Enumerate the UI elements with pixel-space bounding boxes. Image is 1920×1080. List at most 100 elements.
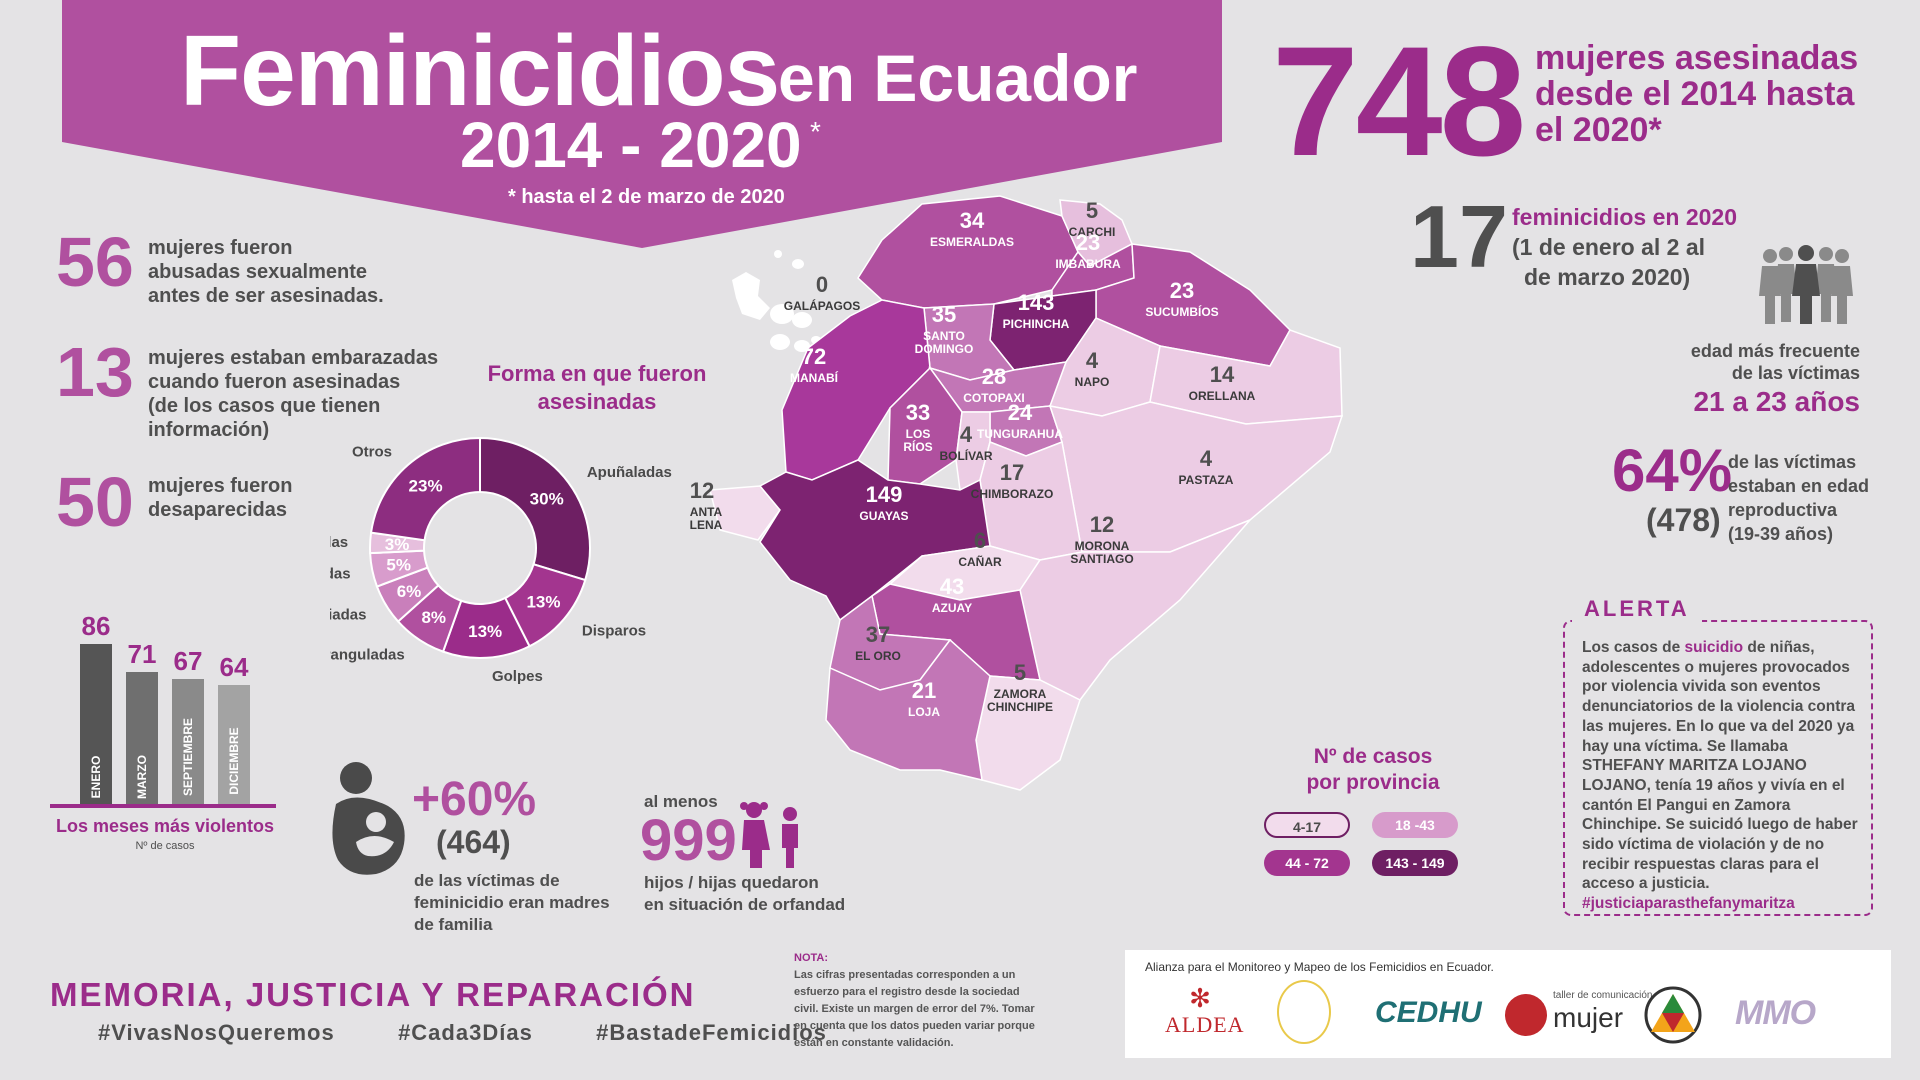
donut-slice-otros [369,436,481,542]
donut-category-label: Extranguladas [330,646,405,663]
mmo-logo: MMO [1735,994,1816,1032]
aldea-logo: ✻ ALDEA [1165,983,1245,1037]
svg-text:149: 149 [866,482,903,507]
bar-enero: ENERO [80,644,112,804]
svg-text:DOMINGO: DOMINGO [915,342,974,356]
alert-title: ALERTA [1572,596,1702,622]
svg-text:MANABÍ: MANABÍ [790,370,839,385]
province-label: 143 PICHINCHA [1003,290,1070,331]
stat-abused-number: 56 [56,223,134,301]
donut-pct-label: 8% [421,608,446,627]
donut-category-label: Ahorcadas [330,566,351,583]
svg-text:4: 4 [960,422,973,447]
total-victims-text: mujeres asesinadas desde el 2014 hasta e… [1535,39,1859,149]
svg-text:0: 0 [816,272,828,297]
svg-text:PASTAZA: PASTAZA [1179,473,1234,487]
svg-text:28: 28 [982,364,1006,389]
page-subtitle: en Ecuador [778,41,1138,115]
ecuador-map: 34ESMERALDAS5CARCHI23IMBABURA23SUCUMBÍOS… [690,195,1344,791]
stat-missing-text: mujeres fueron desaparecidas [148,475,293,521]
svg-text:BOLÍVAR: BOLÍVAR [939,448,992,463]
donut-category-label: Disparos [582,622,646,639]
hashtag: #VivasNosQueremos [98,1020,335,1045]
reproductive-count: (478) [1646,502,1721,538]
age-value: 21 a 23 años [1693,386,1860,417]
bar-septiembre: SEPTIEMBRE [172,679,204,804]
svg-text:143: 143 [1018,290,1055,315]
svg-text:17: 17 [1000,460,1024,485]
svg-text:GALÁPAGOS: GALÁPAGOS [784,298,860,313]
stat-pregnant-number: 13 [56,333,134,411]
women-group-icon [1759,245,1853,324]
donut-pct-label: 13% [468,622,502,641]
hashtag: #Cada3Días [398,1020,533,1045]
donut-slice-apuñaladas [479,436,591,582]
svg-text:CARCHI: CARCHI [1069,225,1116,239]
svg-text:LOS: LOS [906,427,931,441]
svg-text:EL ORO: EL ORO [855,649,901,663]
orphans-pre: al menos [644,792,718,811]
svg-text:GUAYAS: GUAYAS [859,509,908,523]
triangle-logo [1644,986,1702,1044]
province-label: 34 ESMERALDAS [930,208,1014,249]
svg-text:ELENA: ELENA [690,518,723,532]
svg-text:TUNGURAHUA: TUNGURAHUA [977,427,1063,441]
donut-category-label: Asfixiadas [330,606,366,623]
bar-chart-unit: Nº de casos [135,840,195,852]
donut-pct-label: 13% [526,592,560,611]
legend-range-3: 44 - 72 [1264,850,1350,876]
svg-text:AZUAY: AZUAY [932,601,972,615]
orphans-text: hijos / hijas quedaron en situación de or… [644,873,846,914]
province-label: 5 CARCHI [1069,198,1116,239]
province-label: 4 PASTAZA [1179,446,1234,487]
mothers-percent: +60% [412,773,537,826]
donut-title: Forma en que fueron asesinadas [487,361,707,414]
province-label: 43 AZUAY [932,574,972,615]
bar-category-label: SEPTIEMBRE [181,717,195,797]
svg-text:SUCUMBÍOS: SUCUMBÍOS [1145,304,1218,319]
svg-text:23: 23 [1170,278,1194,303]
province-label: 4 NAPO [1075,348,1110,389]
age-label: edad más frecuente de las víctimas [1690,341,1860,383]
svg-text:RÍOS: RÍOS [903,439,932,454]
months-bar-chart: ENERO 86 MARZO 71 SEPTIEMBRE 67 DICIEMBRE 64 [50,590,280,810]
svg-text:NAPO: NAPO [1075,375,1110,389]
province-loja [825,638,991,781]
province-label: 12 SANTAELENA [690,478,723,532]
svg-text:21: 21 [912,678,936,703]
svg-text:24: 24 [1008,400,1033,425]
bar-category-label: MARZO [135,755,149,799]
year-count-number: 17 [1410,187,1508,286]
province-santa-elena [709,485,781,541]
title-banner [62,0,1222,248]
svg-text:6: 6 [974,528,986,553]
svg-text:5: 5 [1014,660,1026,685]
legend-range-1: 4-17 [1264,812,1350,838]
province-label: 28 COTOPAXI [963,364,1025,405]
alert-highlight: suicidio [1684,639,1744,656]
donut-pct-label: 23% [409,476,443,495]
alliance-title: Alianza para el Monitoreo y Mapeo de los… [1145,960,1494,974]
svg-text:34: 34 [960,208,985,233]
reproductive-text: de las víctimas estaban en edad reproduc… [1728,452,1870,544]
svg-text:23: 23 [1076,230,1100,255]
svg-text:SANTA: SANTA [690,505,723,519]
svg-text:35: 35 [932,302,956,327]
svg-text:72: 72 [802,344,826,369]
donut-pct-label: 30% [530,490,564,509]
year-count-text: feminicidios en 2020 (1 de enero al 2 al… [1512,204,1737,290]
svg-text:43: 43 [940,574,964,599]
svg-text:37: 37 [866,622,890,647]
title-years: 2014 - 2020 [460,109,802,181]
donut-category-label: Apuñaladas [587,464,672,481]
mujer-logo-small: taller de comunicación [1553,990,1653,1001]
page-title: Feminicidios [180,15,780,127]
bar-value-label: 71 [127,638,157,669]
